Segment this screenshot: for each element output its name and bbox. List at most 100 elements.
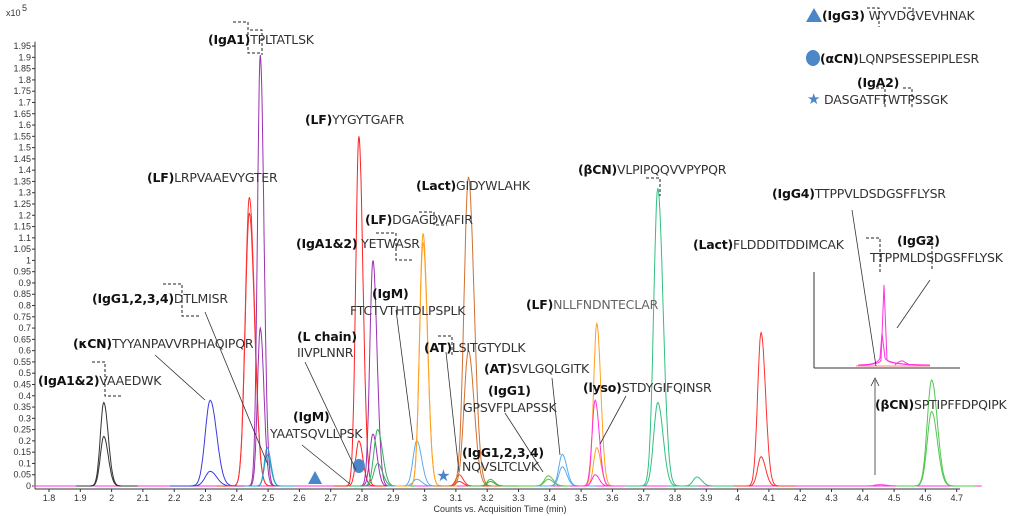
peptide-sequence: TPLTATLSK (250, 32, 314, 47)
peak-trace-0 (666, 476, 735, 487)
y-tick-label: 1 (26, 255, 31, 265)
peak-trace-1 (465, 481, 522, 487)
protein-tag: (βCN) (578, 162, 618, 177)
y-tick-label: 1.3 (18, 188, 31, 198)
peak-trace-1 (244, 453, 295, 487)
y-scale-label: x10 (6, 8, 21, 18)
peptide-sequence: DTLMISR (173, 291, 228, 306)
x-tick-label: 3.9 (700, 493, 713, 503)
y-tick-label: 1.05 (13, 244, 31, 254)
peak-trace-1 (896, 410, 975, 487)
peptide-sequence: DASGATFTWTPSSGK (824, 92, 948, 107)
peptide-sequence: LQNPSESSEPIPLESR (858, 51, 980, 66)
peak-label-igg2-seq: TTPPMLDSDGSFFLYSK (870, 250, 1003, 265)
protein-tag: (IgG1,2,3,4) (462, 445, 544, 460)
peak-label-igm-tag: (IgM) (372, 286, 409, 301)
x-tick-label: 2.2 (168, 493, 181, 503)
protein-tag: (AT) (484, 361, 512, 376)
x-tick-label: 1.8 (43, 493, 56, 503)
legend-item-iga2-tag: (IgA2) (857, 75, 899, 90)
protein-tag: (L chain) (297, 329, 357, 344)
y-tick-label: 1.85 (13, 64, 31, 74)
y-tick-label: 1.65 (13, 109, 31, 119)
y-tick-label: 1.7 (18, 97, 31, 107)
peak-trace-1 (570, 474, 627, 487)
peak-label-igg1234-dtlmisr: (IgG1,2,3,4)DTLMISR (92, 291, 228, 306)
star-icon: ★ (807, 90, 821, 108)
y-tick-label: 0 (26, 481, 31, 491)
x-tick-label: 3.8 (669, 493, 682, 503)
peptide-sequence: VLPIPQQVVPYPQR (617, 162, 727, 177)
peptide-sequence: TYYANPAVVRPHAQIPQR (111, 336, 254, 351)
peak-trace-1 (433, 349, 512, 487)
protein-tag: (Lact) (693, 237, 734, 252)
x-tick-label: 3 (422, 493, 427, 503)
triangle-marker (308, 471, 323, 484)
y-tick-label: 0.55 (13, 357, 31, 367)
peptide-sequence: WYVDGVEVHNAK (864, 8, 975, 23)
peak-label-lchain-tag: (L chain) (297, 329, 357, 344)
peptide-sequence: TTPPMLDSDGSFFLYSK (870, 250, 1003, 265)
x-tick-label: 4.2 (794, 493, 807, 503)
peak-trace-0 (237, 55, 288, 487)
y-tick-label: 1.4 (18, 165, 31, 175)
x-tick-label: 4.6 (919, 493, 932, 503)
protein-tag: (IgG3) (822, 8, 865, 23)
protein-tag: (αCN) (820, 51, 859, 66)
y-tick-label: 0.5 (18, 368, 31, 378)
x-tick-label: 2.3 (199, 493, 212, 503)
traces (33, 55, 982, 487)
protein-tag: (LF) (365, 212, 393, 227)
peak-trace-1 (237, 326, 288, 487)
protein-tag: (IgG1,2,3,4) (92, 291, 174, 306)
protein-tag: (LF) (147, 170, 175, 185)
peak-label-kcn: (κCN)TYYANPAVVRPHAQIPQR (73, 336, 254, 351)
peak-label-igg1-gpsvfplapssk: GPSVFPLAPSSK (463, 400, 557, 415)
x-tick-label: 3.2 (481, 493, 494, 503)
y-tick-label: 0.75 (13, 312, 31, 322)
peak-trace-1 (733, 456, 796, 487)
protein-tag: (LF) (305, 112, 333, 127)
peptide-sequence: STDYGIFQINSR (621, 380, 712, 395)
protein-tag: (IgG4) (772, 186, 815, 201)
x-tick-label: 4 (735, 493, 740, 503)
peak-label-igg1234-nqvsltclvk: NQVSLTCLVK (462, 459, 539, 474)
peptide-sequence: YETWASR (357, 236, 420, 251)
protein-tag: (AT) (424, 340, 452, 355)
y-tick-label: 1.15 (13, 222, 31, 232)
y-tick-label: 1.95 (13, 41, 31, 51)
star-marker: ★ (436, 468, 450, 485)
x-tick-label: 3.5 (575, 493, 588, 503)
peptide-sequence: VAAEDWK (99, 373, 162, 388)
y-tick-label: 0.8 (18, 301, 31, 311)
markers: ★ (308, 459, 451, 485)
x-tick-label: 2.5 (262, 493, 275, 503)
y-tick-label: 0.7 (18, 323, 31, 333)
fragment-brackets (92, 7, 933, 397)
peak-trace-0 (570, 399, 627, 487)
peptide-sequence: DGAGDVAFIR (392, 212, 473, 227)
axes: 00.05 0.10.150.20.25 0.30.350.4 0.450.50.55… (6, 3, 963, 514)
peptide-sequence: FLDDDITDDIMCAK (733, 237, 844, 252)
y-tick-label: 1.75 (13, 86, 31, 96)
peptide-sequence: SPTIPFFDPQIPK (914, 397, 1007, 412)
x-tick-label: 2.4 (231, 493, 244, 503)
y-tick-label: 0.85 (13, 289, 31, 299)
protein-tag: (κCN) (73, 336, 112, 351)
peak-label-lchain-iivplnnr: IIVPLNNR (297, 345, 353, 360)
peak-label-bcn-sptipffdpqipk: (βCN)SPTIPFFDPQIPK (875, 397, 1007, 412)
x-tick-label: 4.3 (825, 493, 838, 503)
legend-item-igg3: (IgG3) WYVDGVEVHNAK (806, 8, 975, 23)
x-tick-label: 4.4 (857, 493, 870, 503)
x-tick-label: 2.8 (356, 493, 369, 503)
y-tick-label: 0.6 (18, 346, 31, 356)
circle-marker (352, 459, 365, 473)
protein-tag: (IgA1) (208, 32, 251, 47)
peak-trace-0 (170, 399, 260, 487)
y-tick-label: 0.3 (18, 413, 31, 423)
x-tick-label: 4.5 (888, 493, 901, 503)
y-tick-label: 0.45 (13, 379, 31, 389)
peptide-sequence: GIDYWLAHK (456, 178, 530, 193)
peptide-sequence: YYGYTGAFR (332, 112, 405, 127)
peptide-sequence: NLLFNDNTECLAR (553, 297, 659, 312)
